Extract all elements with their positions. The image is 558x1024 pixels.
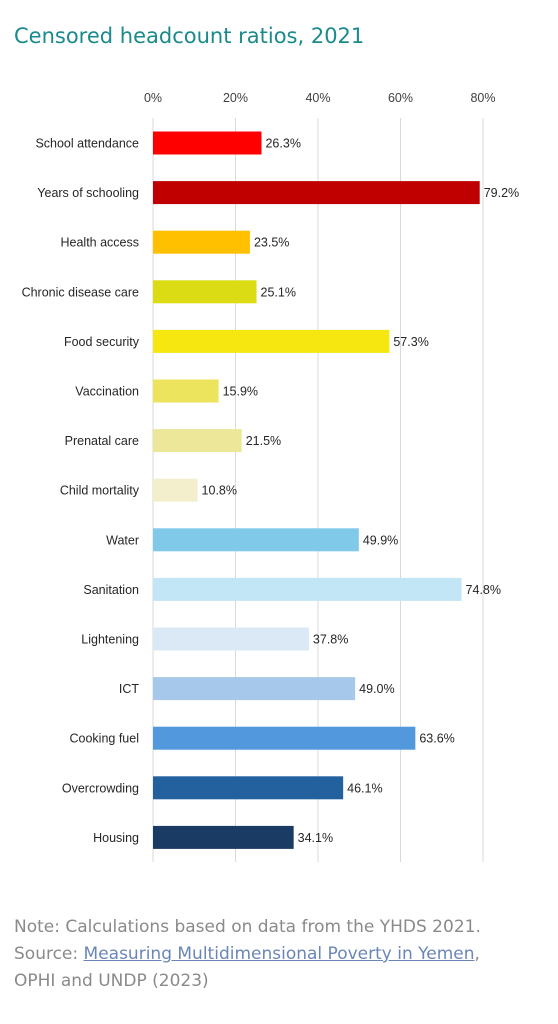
bar [153,429,242,453]
category-label: Vaccination [75,385,139,399]
bar [153,825,294,849]
x-tick-label: 40% [305,91,330,105]
value-labels: 26.3% 79.2% 23.5% 25.1% 57.3% 15.9% 21.5% 10.8%… [202,137,520,845]
chart-note: Note: Calculations based on data from th… [14,914,544,995]
data-label: 57.3% [393,335,428,349]
bar [153,627,309,651]
category-labels: School attendance Years of schooling Healt… [22,137,140,845]
data-label: 37.8% [313,633,348,647]
data-label: 79.2% [484,186,519,200]
data-label: 46.1% [347,781,382,795]
bar [153,776,344,800]
bar [153,478,198,502]
data-label: 26.3% [265,137,300,151]
category-label: Child mortality [60,484,140,498]
source-link[interactable]: Measuring Multidimensional Poverty in Ye… [83,944,475,964]
category-label: Overcrowding [62,781,139,795]
category-label: Water [106,533,139,547]
data-label: 23.5% [254,236,289,250]
x-tick-label: 0% [144,91,162,105]
category-label: School attendance [35,137,139,151]
bar [153,577,462,601]
data-label: 34.1% [298,831,333,845]
data-label: 10.8% [202,484,237,498]
source-suffix: , [474,944,480,964]
bars [153,131,480,849]
category-label: ICT [119,682,140,696]
bar [153,131,262,155]
bar [153,230,250,254]
bar [153,677,356,701]
data-label: 49.0% [359,682,394,696]
data-label: 25.1% [261,285,296,299]
x-axis-ticks: 0% 20% 40% 60% 80% [144,91,496,105]
data-label: 21.5% [246,434,281,448]
data-label: 49.9% [363,533,398,547]
bar [153,726,416,750]
category-label: Cooking fuel [70,732,140,746]
x-tick-label: 60% [388,91,413,105]
bar [153,329,390,353]
category-label: Housing [93,831,139,845]
category-label: Years of schooling [37,186,139,200]
category-label: Sanitation [83,583,139,597]
bar [153,528,359,552]
note-text: Note: Calculations based on data from th… [14,917,481,937]
category-label: Lightening [81,633,139,647]
category-label: Prenatal care [65,434,139,448]
x-tick-label: 20% [223,91,248,105]
x-tick-label: 80% [470,91,495,105]
data-label: 63.6% [419,732,454,746]
data-label: 15.9% [223,385,258,399]
category-label: Chronic disease care [22,285,139,299]
bar [153,181,480,205]
source-line: Source: Measuring Multidimensional Pover… [14,941,544,968]
data-label: 74.8% [466,583,501,597]
bar [153,280,257,304]
source-prefix: Source: [14,944,84,964]
source-attribution: OPHI and UNDP (2023) [14,971,209,991]
category-label: Food security [64,335,140,349]
category-label: Health access [60,236,139,250]
chart-title: Censored headcount ratios, 2021 [14,24,365,48]
bar-chart: 0% 20% 40% 60% 80% School attendance Years of… [22,91,520,862]
bar [153,379,219,403]
